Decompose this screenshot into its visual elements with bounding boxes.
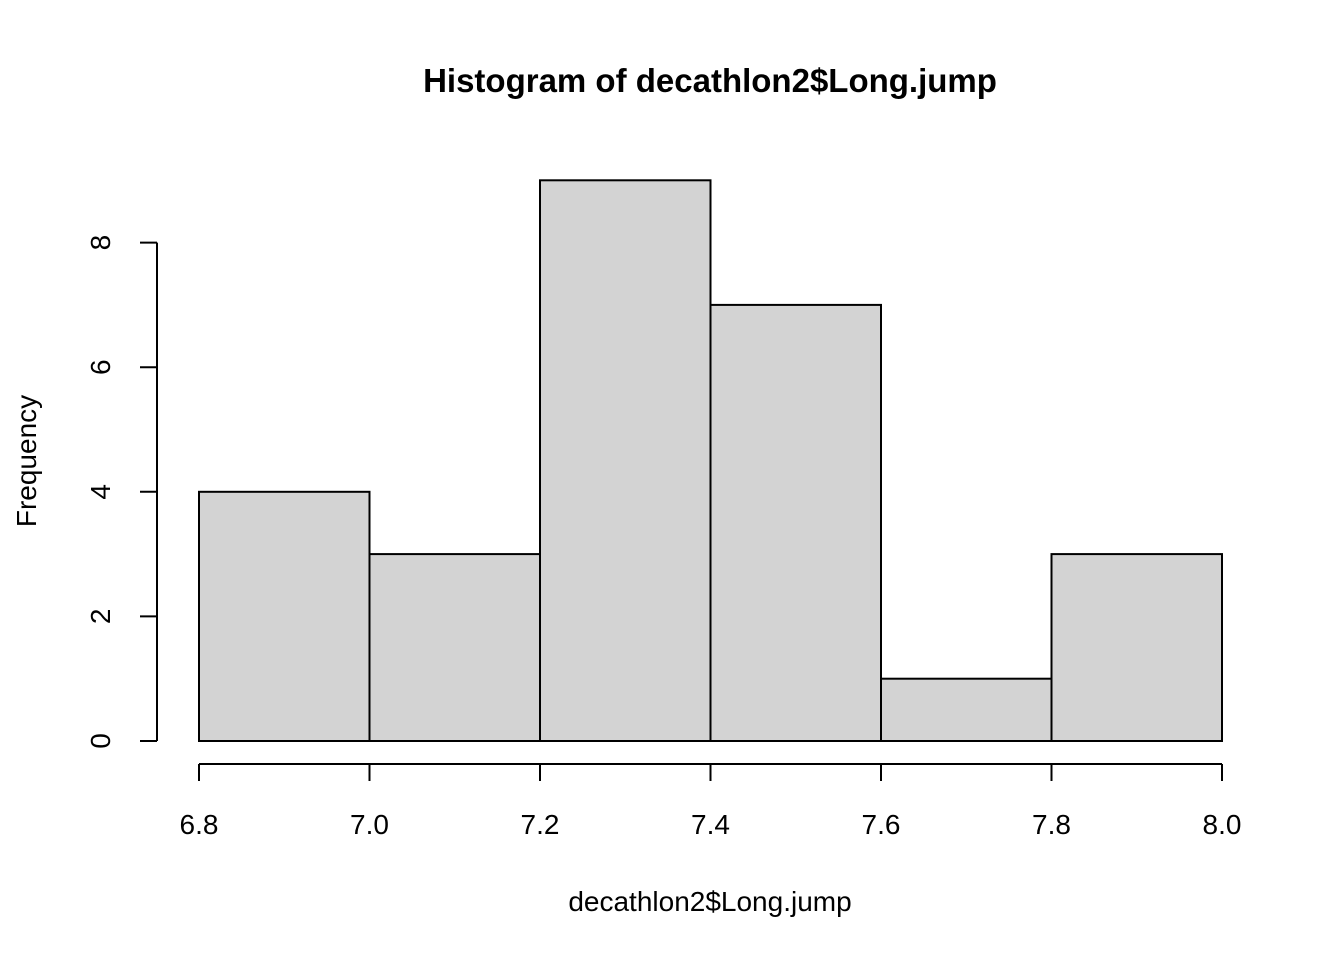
x-tick-label-5: 7.8 — [1032, 809, 1071, 840]
x-tick-label-0: 6.8 — [180, 809, 219, 840]
x-axis: 6.8 7.0 7.2 7.4 7.6 7.8 8.0 — [180, 763, 1242, 840]
x-axis-title: decathlon2$Long.jump — [568, 886, 851, 917]
histogram-bar-5 — [1050, 553, 1223, 742]
bars-group — [198, 179, 1223, 743]
histogram-bar-3 — [709, 303, 882, 742]
x-tick-label-4: 7.6 — [862, 809, 901, 840]
histogram-bar-0 — [198, 490, 371, 742]
y-tick-label-2: 4 — [85, 484, 116, 500]
x-tick-label-6: 8.0 — [1203, 809, 1242, 840]
histogram-bar-1 — [368, 553, 541, 742]
chart-title: Histogram of decathlon2$Long.jump — [423, 62, 997, 99]
y-axis: 0 2 4 6 8 — [85, 235, 158, 749]
y-tick-label-4: 8 — [85, 235, 116, 251]
y-axis-title: Frequency — [11, 395, 42, 527]
y-tick-label-0: 0 — [85, 733, 116, 749]
x-tick-label-2: 7.2 — [521, 809, 560, 840]
histogram-bar-4 — [880, 677, 1053, 743]
histogram-bar-2 — [539, 179, 712, 743]
y-tick-label-1: 2 — [85, 609, 116, 625]
y-tick-label-3: 6 — [85, 359, 116, 375]
x-tick-label-1: 7.0 — [350, 809, 389, 840]
x-tick-label-3: 7.4 — [691, 809, 730, 840]
